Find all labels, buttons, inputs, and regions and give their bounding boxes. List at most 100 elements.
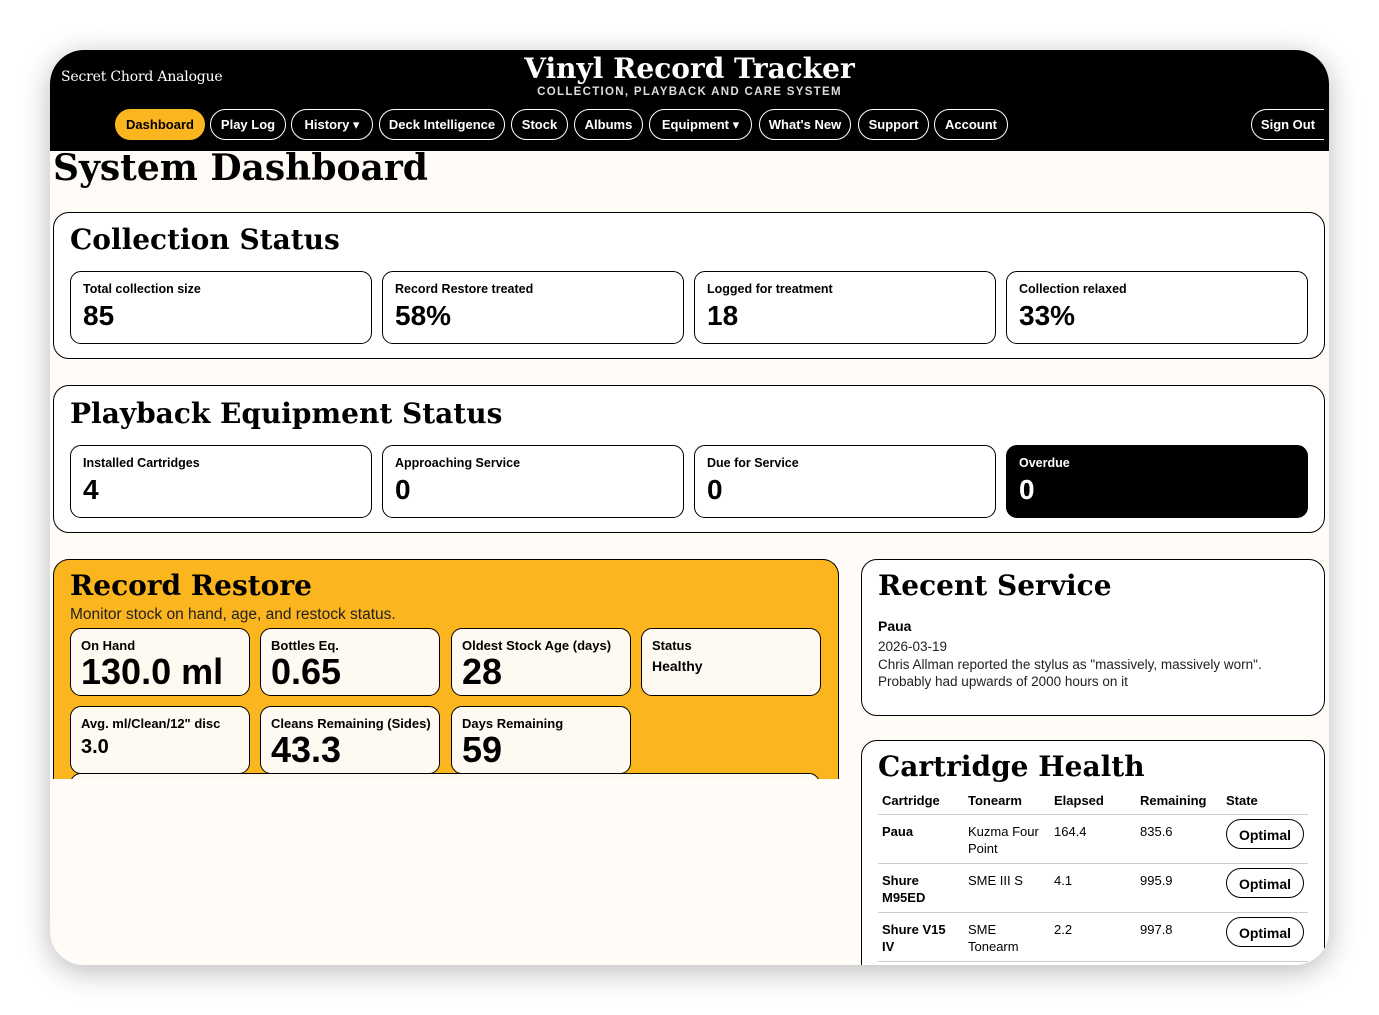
stat-value: 0 bbox=[395, 474, 411, 505]
remaining: 995.9 bbox=[1136, 863, 1222, 913]
table-row[interactable]: Paua Kuzma Four Point 164.4 835.6 Optima… bbox=[878, 814, 1308, 864]
record-restore-description: Monitor stock on hand, age, and restock … bbox=[70, 606, 396, 623]
stat-logged-treatment: Logged for treatment 18 bbox=[694, 271, 996, 344]
tonearm: SME III S bbox=[964, 863, 1050, 913]
collection-status-panel: Collection Status Total collection size … bbox=[53, 212, 1325, 359]
stat-value: 33% bbox=[1019, 300, 1076, 331]
stat-restore-treated: Record Restore treated 58% bbox=[382, 271, 684, 344]
state-cell: Optimal bbox=[1222, 912, 1308, 962]
restore-card-label: Status bbox=[652, 638, 692, 653]
stat-installed-cartridges: Installed Cartridges 4 bbox=[70, 445, 372, 518]
service-note: Chris Allman reported the stylus as "mas… bbox=[878, 657, 1262, 689]
remaining: 997.8 bbox=[1136, 912, 1222, 962]
stat-label: Collection relaxed bbox=[1019, 282, 1127, 296]
restore-status-value: Healthy bbox=[652, 658, 703, 674]
state-badge[interactable]: Optimal bbox=[1226, 868, 1304, 898]
stat-value: 0 bbox=[1019, 474, 1035, 505]
stat-total-collection: Total collection size 85 bbox=[70, 271, 372, 344]
table-header-row: Cartridge Tonearm Elapsed Remaining Stat… bbox=[878, 793, 1308, 815]
record-restore-title: Record Restore bbox=[70, 569, 312, 602]
restore-card-value: 43.3 bbox=[271, 729, 342, 770]
table-row[interactable]: Shure V15 IV SME Tonearm 2.2 997.8 Optim… bbox=[878, 912, 1308, 962]
cartridge-name: Shure M95ED bbox=[878, 863, 964, 913]
state-badge[interactable]: Optimal bbox=[1226, 819, 1304, 849]
restore-card-label: Days Remaining bbox=[462, 716, 564, 731]
nav-play-log[interactable]: Play Log bbox=[210, 109, 286, 140]
column-header: Elapsed bbox=[1050, 793, 1136, 815]
elapsed: 164.4 bbox=[1050, 814, 1136, 864]
nav-stock[interactable]: Stock bbox=[511, 109, 568, 140]
elapsed: 4.1 bbox=[1050, 863, 1136, 913]
restore-card-label: Cleans Remaining (Sides) bbox=[271, 716, 431, 731]
stat-label: Record Restore treated bbox=[395, 282, 534, 296]
nav-deck-intelligence[interactable]: Deck Intelligence bbox=[379, 109, 505, 140]
column-header: State bbox=[1222, 793, 1308, 815]
column-header: Tonearm bbox=[964, 793, 1050, 815]
restore-card-value: 28 bbox=[462, 651, 503, 692]
nav-support[interactable]: Support bbox=[858, 109, 929, 140]
restore-days-remaining: Days Remaining 59 bbox=[451, 706, 631, 774]
remaining: 835.6 bbox=[1136, 814, 1222, 864]
stat-value: 0 bbox=[707, 474, 723, 505]
table-row[interactable]: Shure M95ED SME III S 4.1 995.9 Optimal bbox=[878, 863, 1308, 913]
stat-value: 18 bbox=[707, 300, 739, 331]
nav-albums[interactable]: Albums bbox=[574, 109, 643, 140]
service-cartridge-name: Paua bbox=[878, 618, 912, 634]
restore-on-hand: On Hand 130.0 ml bbox=[70, 628, 250, 696]
restore-card-label: Avg. ml/Clean/12" disc bbox=[81, 716, 221, 731]
app-window: Secret Chord Analogue Vinyl Record Track… bbox=[50, 50, 1329, 965]
cartridge-health-panel: Cartridge Health Cartridge Tonearm Elaps… bbox=[861, 740, 1325, 965]
record-restore-panel: Record Restore Monitor stock on hand, ag… bbox=[53, 559, 839, 779]
nav-dashboard[interactable]: Dashboard bbox=[115, 109, 205, 140]
restore-card-label: Bottles Eq. bbox=[271, 638, 339, 653]
nav-account[interactable]: Account bbox=[934, 109, 1008, 140]
brand-logo[interactable]: Secret Chord Analogue bbox=[61, 69, 223, 85]
stat-overdue: Overdue 0 bbox=[1006, 445, 1308, 518]
stat-label: Due for Service bbox=[707, 456, 799, 470]
playback-status-title: Playback Equipment Status bbox=[70, 397, 503, 430]
page-title: System Dashboard bbox=[53, 147, 428, 189]
service-date: 2026-03-19 bbox=[878, 639, 948, 654]
stat-label: Overdue bbox=[1019, 456, 1070, 470]
top-bar: Secret Chord Analogue Vinyl Record Track… bbox=[50, 50, 1329, 151]
nav-whats-new[interactable]: What's New bbox=[759, 109, 851, 140]
restore-next-row-card bbox=[70, 773, 820, 779]
cartridge-name: Shure V15 IV bbox=[878, 912, 964, 962]
restore-oldest-stock-age: Oldest Stock Age (days) 28 bbox=[451, 628, 631, 696]
stat-label: Total collection size bbox=[83, 282, 201, 296]
restore-status: Status Healthy bbox=[641, 628, 821, 696]
restore-card-value: 3.0 bbox=[81, 736, 109, 758]
restore-card-value: 59 bbox=[462, 729, 503, 770]
elapsed: 2.2 bbox=[1050, 912, 1136, 962]
state-cell: Optimal bbox=[1222, 863, 1308, 913]
stat-label: Approaching Service bbox=[395, 456, 521, 470]
cartridge-health-table: Cartridge Tonearm Elapsed Remaining Stat… bbox=[878, 793, 1308, 962]
nav-equipment[interactable]: Equipment ▾ bbox=[649, 109, 752, 140]
main-nav: Dashboard Play Log History ▾ Deck Intell… bbox=[50, 109, 1329, 140]
collection-status-title: Collection Status bbox=[70, 223, 340, 256]
sign-out-button[interactable]: Sign Out bbox=[1251, 109, 1324, 140]
restore-card-value: 130.0 ml bbox=[81, 651, 224, 692]
column-header: Cartridge bbox=[878, 793, 964, 815]
stat-label: Logged for treatment bbox=[707, 282, 833, 296]
nav-history[interactable]: History ▾ bbox=[291, 109, 373, 140]
restore-bottles-eq: Bottles Eq. 0.65 bbox=[260, 628, 440, 696]
app-title: Vinyl Record Tracker bbox=[524, 52, 855, 85]
cartridge-health-title: Cartridge Health bbox=[878, 750, 1145, 783]
restore-card-label: On Hand bbox=[81, 638, 136, 653]
stat-collection-relaxed: Collection relaxed 33% bbox=[1006, 271, 1308, 344]
column-header: Remaining bbox=[1136, 793, 1222, 815]
restore-card-label: Oldest Stock Age (days) bbox=[462, 638, 612, 653]
state-badge[interactable]: Optimal bbox=[1226, 917, 1304, 947]
stat-label: Installed Cartridges bbox=[83, 456, 200, 470]
stat-approaching-service: Approaching Service 0 bbox=[382, 445, 684, 518]
dashboard-content: System Dashboard Collection Status Total… bbox=[50, 147, 1329, 965]
restore-card-value: 0.65 bbox=[271, 651, 342, 692]
tonearm: SME Tonearm bbox=[964, 912, 1050, 962]
state-cell: Optimal bbox=[1222, 814, 1308, 864]
recent-service-panel: Recent Service Paua 2026-03-19 Chris All… bbox=[861, 559, 1325, 716]
stat-due-for-service: Due for Service 0 bbox=[694, 445, 996, 518]
restore-cleans-remaining: Cleans Remaining (Sides) 43.3 bbox=[260, 706, 440, 774]
stat-value: 4 bbox=[83, 474, 99, 505]
app-subtitle: COLLECTION, PLAYBACK AND CARE SYSTEM bbox=[537, 86, 842, 98]
